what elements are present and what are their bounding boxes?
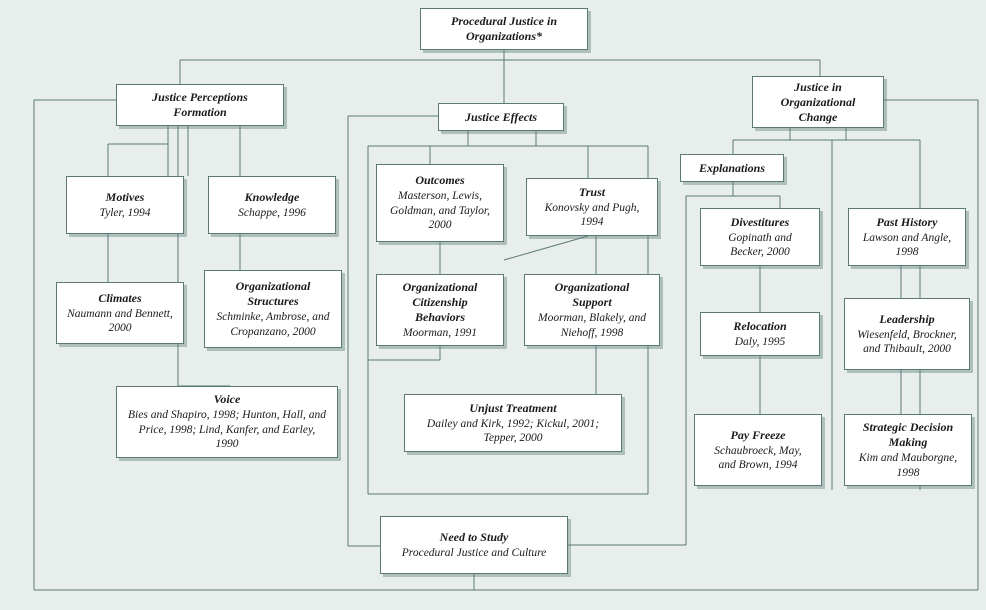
node-title: Pay Freeze — [731, 428, 786, 443]
node-sub: Kim and Mauborgne, 1998 — [855, 451, 961, 480]
node-jpf: Justice Perceptions Formation — [116, 84, 284, 126]
node-trust: TrustKonovsky and Pugh, 1994 — [526, 178, 658, 236]
node-osupport: Organizational SupportMoorman, Blakely, … — [524, 274, 660, 346]
node-sub: Tyler, 1994 — [100, 206, 151, 220]
node-title: Voice — [214, 392, 241, 407]
node-sub: Daly, 1995 — [735, 335, 785, 349]
node-sub: Lawson and Angle, 1998 — [859, 231, 955, 260]
node-sub: Dailey and Kirk, 1992; Kickul, 2001; Tep… — [415, 417, 611, 446]
node-title: Leadership — [879, 312, 934, 327]
node-title: Strategic Decision Making — [855, 420, 961, 450]
node-sub: Moorman, 1991 — [403, 326, 477, 340]
node-title: Organizational Structures — [215, 279, 331, 309]
node-sdm: Strategic Decision MakingKim and Mauborg… — [844, 414, 972, 486]
node-climates: ClimatesNaumann and Bennett, 2000 — [56, 282, 184, 344]
node-title: Justice Effects — [465, 110, 537, 125]
node-sub: Bies and Shapiro, 1998; Hunton, Hall, an… — [127, 408, 327, 451]
node-sub: Naumann and Bennett, 2000 — [67, 307, 173, 336]
node-sub: Masterson, Lewis, Goldman, and Taylor, 2… — [387, 189, 493, 232]
node-title: Motives — [106, 190, 145, 205]
node-sub: Schaubroeck, May, and Brown, 1994 — [705, 444, 811, 473]
node-title: Relocation — [733, 319, 786, 334]
node-title: Unjust Treatment — [469, 401, 556, 416]
node-sub: Schappe, 1996 — [238, 206, 306, 220]
node-title: Organizational Citizenship Behaviors — [387, 280, 493, 325]
node-sub: Konovsky and Pugh, 1994 — [537, 201, 647, 230]
node-title: Past History — [876, 215, 937, 230]
node-outcomes: OutcomesMasterson, Lewis, Goldman, and T… — [376, 164, 504, 242]
node-title: Need to Study — [440, 530, 509, 545]
node-je: Justice Effects — [438, 103, 564, 131]
node-title: Explanations — [699, 161, 765, 176]
node-sub: Gopinath and Becker, 2000 — [711, 231, 809, 260]
node-sub: Schminke, Ambrose, and Cropanzano, 2000 — [215, 310, 331, 339]
node-title: Procedural Justice in Organizations* — [431, 14, 577, 44]
node-title: Justice in Organizational Change — [763, 80, 873, 125]
node-unjust: Unjust TreatmentDailey and Kirk, 1992; K… — [404, 394, 622, 452]
node-divest: DivestituresGopinath and Becker, 2000 — [700, 208, 820, 266]
node-title: Justice Perceptions Formation — [127, 90, 273, 120]
node-joc: Justice in Organizational Change — [752, 76, 884, 128]
node-title: Outcomes — [415, 173, 464, 188]
node-payfreeze: Pay FreezeSchaubroeck, May, and Brown, 1… — [694, 414, 822, 486]
node-leader: LeadershipWiesenfeld, Brockner, and Thib… — [844, 298, 970, 370]
node-ocb: Organizational Citizenship BehaviorsMoor… — [376, 274, 504, 346]
node-title: Divestitures — [731, 215, 790, 230]
node-pasthist: Past HistoryLawson and Angle, 1998 — [848, 208, 966, 266]
node-title: Organizational Support — [535, 280, 649, 310]
node-motives: MotivesTyler, 1994 — [66, 176, 184, 234]
node-orgstruct: Organizational StructuresSchminke, Ambro… — [204, 270, 342, 348]
node-need: Need to StudyProcedural Justice and Cult… — [380, 516, 568, 574]
node-sub: Procedural Justice and Culture — [402, 546, 546, 560]
node-sub: Wiesenfeld, Brockner, and Thibault, 2000 — [855, 328, 959, 357]
node-title: Trust — [579, 185, 605, 200]
node-title: Climates — [98, 291, 141, 306]
node-root: Procedural Justice in Organizations* — [420, 8, 588, 50]
node-voice: VoiceBies and Shapiro, 1998; Hunton, Hal… — [116, 386, 338, 458]
node-knowledge: KnowledgeSchappe, 1996 — [208, 176, 336, 234]
node-reloc: RelocationDaly, 1995 — [700, 312, 820, 356]
node-sub: Moorman, Blakely, and Niehoff, 1998 — [535, 311, 649, 340]
node-expl: Explanations — [680, 154, 784, 182]
node-title: Knowledge — [245, 190, 300, 205]
